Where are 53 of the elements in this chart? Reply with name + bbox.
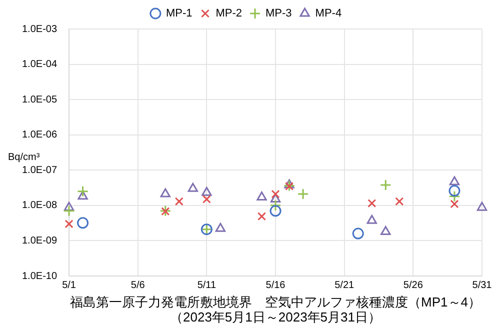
x-tick-label: 5/6 — [130, 280, 146, 291]
point — [63, 205, 75, 217]
point — [188, 182, 198, 192]
point — [270, 200, 282, 212]
point — [78, 190, 88, 200]
point — [64, 202, 74, 211]
point — [380, 179, 392, 191]
point — [352, 228, 364, 240]
y-tick-label: 1.0E-06 — [22, 130, 58, 141]
y-tick-label: 1.0E-03 — [22, 24, 58, 35]
point — [380, 226, 391, 235]
point — [174, 197, 184, 206]
legend-label: MP-4 — [315, 8, 342, 20]
point — [366, 214, 377, 224]
point — [202, 186, 212, 196]
point — [297, 188, 309, 200]
point — [270, 205, 282, 217]
x-tick-label: 5/16 — [266, 280, 286, 291]
point — [256, 192, 267, 201]
y-tick-label: 1.0E-09 — [22, 235, 58, 246]
y-tick-label: 1.0E-07 — [22, 164, 58, 176]
x-tick-label: 5/1 — [62, 280, 76, 291]
point — [77, 217, 89, 229]
point — [449, 176, 460, 186]
text: 福島第一原子力発電所敷地境界 空気中アルファ核種濃度（MP1～4） — [70, 294, 481, 310]
point — [77, 186, 89, 198]
point — [271, 190, 280, 198]
y-tick-label: 1.0E-10 — [22, 270, 58, 282]
point — [160, 188, 170, 198]
point — [64, 220, 74, 228]
point — [395, 197, 404, 206]
point — [284, 179, 294, 188]
x-tick-label: 5/21 — [334, 280, 355, 291]
point — [476, 202, 488, 211]
point — [368, 199, 376, 208]
legend-label: MP-2 — [216, 8, 242, 20]
point — [257, 212, 266, 221]
legend-label: MP-3 — [266, 8, 292, 20]
y-tick-label: 1.0E-08 — [22, 200, 58, 212]
x-tick-label: 5/26 — [403, 280, 424, 291]
point — [270, 193, 281, 202]
y-tick-label: 1.0E-04 — [22, 59, 58, 70]
y-tick-label: 1.0E-05 — [22, 94, 58, 106]
point — [448, 190, 460, 202]
x-tick-label: 5/31 — [472, 280, 492, 291]
legend-label: MP-1 — [166, 8, 192, 20]
point — [450, 200, 459, 208]
point — [448, 185, 460, 197]
y-axis-title: Bq/cm³ — [8, 152, 40, 164]
text: （2023年5月1日～2023年5月31日） — [170, 310, 382, 325]
point — [202, 194, 211, 204]
x-tick-label: 5/11 — [197, 280, 216, 291]
point — [215, 222, 226, 232]
